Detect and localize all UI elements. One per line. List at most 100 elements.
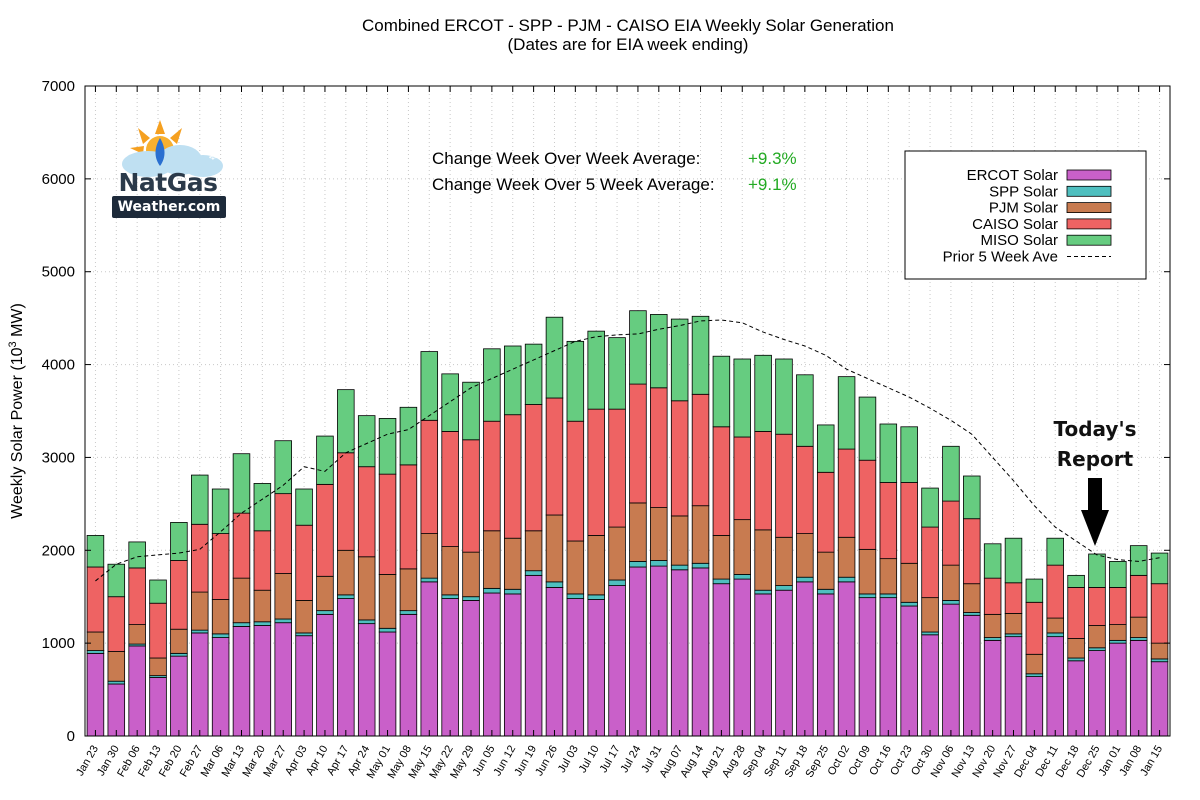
bar-miso-solar — [86, 535, 105, 568]
bar-ercot-solar — [107, 683, 126, 737]
bar-caiso-solar — [128, 567, 146, 625]
bar-miso-solar — [963, 475, 981, 520]
bar-ercot-solar — [128, 645, 146, 737]
bar-caiso-solar — [337, 452, 355, 551]
todays-report-arrow — [1081, 478, 1109, 546]
wow-value: +9.3% — [748, 149, 797, 168]
bar-spp-solar — [441, 594, 459, 599]
bar-ercot-solar — [670, 569, 689, 737]
legend-label-spp-solar: SPP Solar — [989, 183, 1058, 200]
bar-pjm-solar — [942, 564, 960, 601]
bar-spp-solar — [1067, 657, 1085, 662]
five-week-average-line — [95, 319, 1160, 582]
bar-spp-solar — [629, 561, 647, 568]
y-tick-label: 0 — [67, 728, 75, 745]
legend-label-miso-solar: MISO Solar — [980, 232, 1058, 249]
bar-ercot-solar — [712, 583, 731, 737]
bar-pjm-solar — [399, 568, 418, 612]
bar-ercot-solar — [1129, 639, 1148, 737]
bar-miso-solar — [670, 318, 689, 402]
bar-caiso-solar — [900, 482, 918, 564]
bar-miso-solar — [608, 337, 626, 410]
bar-spp-solar — [650, 560, 668, 567]
bar-spp-solar — [191, 629, 209, 634]
bar-caiso-solar — [441, 431, 459, 547]
bar-ercot-solar — [399, 613, 418, 737]
bar-pjm-solar — [441, 546, 459, 596]
bar-spp-solar — [253, 621, 272, 626]
y-tick-label: 5000 — [42, 264, 75, 281]
bar-pjm-solar — [128, 624, 146, 645]
bar-spp-solar — [107, 680, 126, 685]
bar-caiso-solar — [733, 436, 751, 521]
bar-miso-solar — [816, 424, 835, 473]
bar-pjm-solar — [232, 577, 251, 624]
bar-caiso-solar — [316, 483, 334, 577]
bar-spp-solar — [733, 574, 751, 580]
bar-ercot-solar — [691, 567, 710, 737]
bar-caiso-solar — [1067, 587, 1085, 639]
five-week-label: Change Week Over 5 Week Average: — [432, 175, 715, 194]
legend-swatch-ercot-solar — [1066, 169, 1112, 181]
bar-pjm-solar — [524, 530, 543, 572]
bar-pjm-solar — [608, 526, 626, 581]
bar-caiso-solar — [483, 420, 501, 532]
y-tick-label: 7000 — [42, 78, 75, 95]
bar-pjm-solar — [149, 657, 167, 677]
bar-miso-solar — [524, 343, 543, 405]
bar-ercot-solar — [1025, 676, 1044, 737]
bar-spp-solar — [86, 650, 105, 654]
arrow-shaft — [1088, 478, 1102, 512]
bar-ercot-solar — [566, 598, 585, 737]
bar-miso-solar — [650, 314, 668, 389]
bar-spp-solar — [337, 594, 355, 599]
bar-miso-solar — [462, 381, 480, 441]
bar-spp-solar — [503, 588, 522, 595]
bar-miso-solar — [775, 358, 793, 435]
bar-miso-solar — [691, 315, 710, 395]
bar-ercot-solar — [629, 566, 647, 737]
bar-miso-solar — [503, 345, 522, 416]
bar-pjm-solar — [670, 515, 689, 566]
prior-5-week-ave-line — [95, 319, 1160, 582]
bar-pjm-solar — [274, 573, 292, 620]
bar-caiso-solar — [211, 533, 230, 600]
legend-swatch-miso-solar — [1066, 234, 1112, 246]
bar-caiso-solar — [420, 419, 439, 534]
five-week-value: +9.1% — [748, 175, 797, 194]
bar-miso-solar — [211, 488, 230, 534]
bar-ercot-solar — [86, 652, 105, 737]
bar-caiso-solar — [1109, 587, 1127, 625]
y-tick-label: 3000 — [42, 449, 75, 466]
bar-ercot-solar — [462, 600, 480, 737]
bar-spp-solar — [462, 596, 480, 601]
bar-pjm-solar — [420, 533, 439, 579]
bar-pjm-solar — [1046, 617, 1064, 634]
bar-spp-solar — [316, 610, 334, 615]
bar-spp-solar — [670, 564, 689, 571]
bar-ercot-solar — [983, 639, 1002, 737]
bar-pjm-solar — [483, 530, 501, 589]
bar-caiso-solar — [921, 526, 939, 599]
bar-miso-solar — [399, 406, 418, 466]
bar-caiso-solar — [170, 560, 188, 630]
bar-caiso-solar — [524, 404, 543, 532]
bar-caiso-solar — [837, 448, 856, 538]
arrow-down-icon — [1081, 510, 1109, 546]
bar-caiso-solar — [1004, 582, 1023, 614]
bar-spp-solar — [483, 587, 501, 594]
bar-pjm-solar — [775, 536, 793, 586]
bar-caiso-solar — [670, 400, 689, 517]
chart-subtitle: (Dates are for EIA week ending) — [508, 35, 749, 54]
bar-pjm-solar — [566, 540, 585, 595]
bar-miso-solar — [983, 543, 1002, 579]
bar-spp-solar — [1109, 639, 1127, 644]
bar-spp-solar — [963, 612, 981, 616]
legend-swatch-caiso-solar — [1066, 218, 1112, 230]
bar-pjm-solar — [587, 535, 605, 596]
bar-caiso-solar — [879, 482, 898, 560]
bar-spp-solar — [399, 610, 418, 615]
bar-spp-solar — [1129, 637, 1148, 641]
annotation-line-2: Report — [1056, 447, 1134, 471]
bar-miso-solar — [837, 376, 856, 450]
